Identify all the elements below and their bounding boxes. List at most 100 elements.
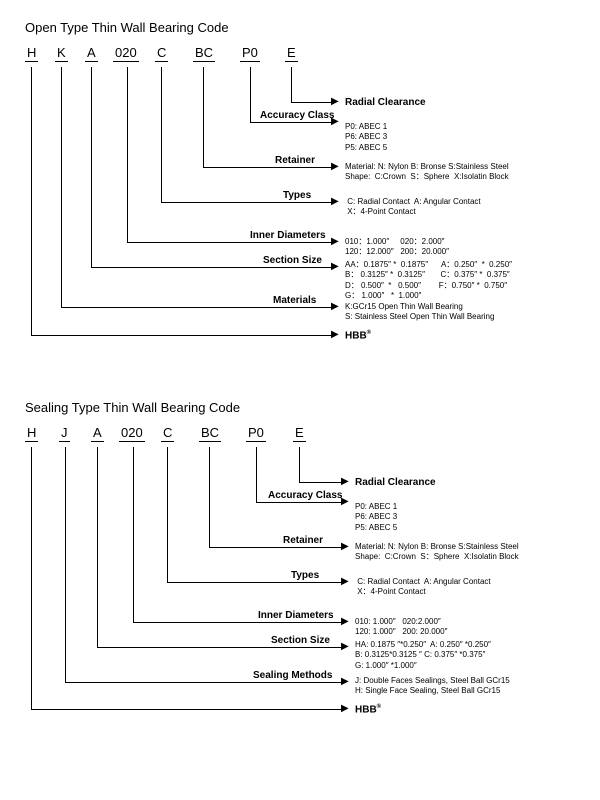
- branch-horizontal: [31, 335, 333, 336]
- arrow-icon: ▶: [331, 162, 339, 172]
- code-segment: 020: [113, 45, 139, 62]
- branch-detail: Material: N: Nylon B: Bronse S:Stainless…: [345, 162, 509, 183]
- arrow-icon: ▶: [341, 477, 349, 487]
- arrow-icon: ▶: [341, 617, 349, 627]
- branch-label: HBB®: [345, 330, 371, 341]
- branch-horizontal: [133, 622, 343, 623]
- branch-detail: J: Double Faces Sealings, Steel Ball GCr…: [355, 676, 510, 697]
- branch-detail: K:GCr15 Open Thin Wall Bearing S: Stainl…: [345, 302, 494, 323]
- branch-horizontal: [291, 102, 333, 103]
- code-segment: C: [155, 45, 168, 62]
- branch-vertical: [127, 67, 128, 242]
- code-segment: BC: [193, 45, 215, 62]
- branch-horizontal: [97, 647, 343, 648]
- branch-detail: P0: ABEC 1 P6: ABEC 3 P5: ABEC 5: [355, 502, 397, 533]
- branch-heading: Types: [283, 190, 311, 201]
- branch-heading: Accuracy Class: [268, 490, 343, 501]
- branch-heading: Materials: [273, 295, 316, 306]
- code-segment: E: [293, 425, 306, 442]
- branch-area: ▶ Radial Clearance ▶ Accuracy Class P0: ABEC…: [25, 67, 580, 355]
- branch-vertical: [250, 67, 251, 122]
- branch-heading: Inner Diameters: [258, 610, 334, 621]
- branch-horizontal: [209, 547, 343, 548]
- branch-heading: Retainer: [283, 535, 323, 546]
- branch-detail: Material: N: Nylon B: Bronse S:Stainless…: [355, 542, 519, 563]
- branch-detail: HA: 0.1875 ″*0.250″ A: 0.250″ *0.250″ B:…: [355, 640, 491, 671]
- arrow-icon: ▶: [331, 330, 339, 340]
- branch-label: Radial Clearance: [345, 97, 426, 108]
- branch-horizontal: [256, 502, 343, 503]
- branch-vertical: [167, 447, 168, 582]
- branch-detail: 010: 1.000″ 020:2.000″ 120: 1.000″ 200: …: [355, 617, 447, 638]
- code-segment: P0: [240, 45, 260, 62]
- branch-heading: Section Size: [271, 635, 330, 646]
- branch-heading: Accuracy Class: [260, 110, 335, 121]
- branch-horizontal: [167, 582, 343, 583]
- code-row: H J A 020 C BC P0 E: [25, 425, 580, 447]
- code-segment: C: [161, 425, 174, 442]
- arrow-icon: ▶: [331, 237, 339, 247]
- branch-horizontal: [65, 682, 343, 683]
- bearing-code-diagram: Open Type Thin Wall Bearing Code HKA 020 C B…: [25, 20, 580, 355]
- branch-vertical: [161, 67, 162, 202]
- arrow-icon: ▶: [331, 197, 339, 207]
- registered-icon: ®: [377, 704, 381, 710]
- bearing-code-diagram: Sealing Type Thin Wall Bearing Code H J A 02…: [25, 400, 580, 729]
- branch-heading: Types: [291, 570, 319, 581]
- code-segment: A: [85, 45, 98, 62]
- branch-area: ▶ Radial Clearance ▶ Accuracy Class P0: ABEC…: [25, 447, 580, 729]
- branch-horizontal: [91, 267, 333, 268]
- branch-horizontal: [299, 482, 343, 483]
- branch-vertical: [203, 67, 204, 167]
- branch-vertical: [256, 447, 257, 502]
- arrow-icon: ▶: [331, 262, 339, 272]
- branch-horizontal: [203, 167, 333, 168]
- code-row: HKA 020 C BC P0 E: [25, 45, 580, 67]
- branch-horizontal: [250, 122, 333, 123]
- arrow-icon: ▶: [331, 97, 339, 107]
- branch-vertical: [291, 67, 292, 102]
- code-segment: H: [25, 45, 38, 62]
- arrow-icon: ▶: [341, 642, 349, 652]
- branch-vertical: [133, 447, 134, 622]
- branch-vertical: [91, 67, 92, 267]
- branch-heading: Section Size: [263, 255, 322, 266]
- branch-vertical: [299, 447, 300, 482]
- branch-vertical: [65, 447, 66, 682]
- branch-detail: P0: ABEC 1 P6: ABEC 3 P5: ABEC 5: [345, 122, 387, 153]
- arrow-icon: ▶: [341, 542, 349, 552]
- arrow-icon: ▶: [331, 302, 339, 312]
- code-segment: H: [25, 425, 38, 442]
- branch-detail: C: Radial Contact A: Angular Contact X：4…: [345, 197, 481, 218]
- branch-heading: Inner Diameters: [250, 230, 326, 241]
- code-segment: P0: [246, 425, 266, 442]
- code-segment: E: [285, 45, 298, 62]
- code-segment: BC: [199, 425, 221, 442]
- branch-heading: Retainer: [275, 155, 315, 166]
- branch-detail: C: Radial Contact A: Angular Contact X：4…: [355, 577, 491, 598]
- diagram-title: Open Type Thin Wall Bearing Code: [25, 20, 580, 35]
- code-segment: A: [91, 425, 104, 442]
- registered-icon: ®: [367, 330, 371, 336]
- code-segment: J: [59, 425, 70, 442]
- diagram-title: Sealing Type Thin Wall Bearing Code: [25, 400, 580, 415]
- branch-vertical: [31, 447, 32, 709]
- branch-horizontal: [31, 709, 343, 710]
- branch-vertical: [209, 447, 210, 547]
- branch-detail: AA：0.1875″ * 0.1875″ A：0.250″ * 0.250″ B…: [345, 260, 512, 302]
- branch-horizontal: [161, 202, 333, 203]
- branch-vertical: [97, 447, 98, 647]
- branch-heading: Sealing Methods: [253, 670, 332, 681]
- arrow-icon: ▶: [341, 704, 349, 714]
- arrow-icon: ▶: [341, 677, 349, 687]
- branch-label: Radial Clearance: [355, 477, 436, 488]
- code-segment: 020: [119, 425, 145, 442]
- branch-vertical: [61, 67, 62, 307]
- branch-horizontal: [61, 307, 333, 308]
- code-segment: K: [55, 45, 68, 62]
- branch-vertical: [31, 67, 32, 335]
- branch-detail: 010：1.000″ 020：2.000″ 120：12.000″ 200：20…: [345, 237, 449, 258]
- branch-label: HBB®: [355, 704, 381, 715]
- arrow-icon: ▶: [341, 577, 349, 587]
- branch-horizontal: [127, 242, 333, 243]
